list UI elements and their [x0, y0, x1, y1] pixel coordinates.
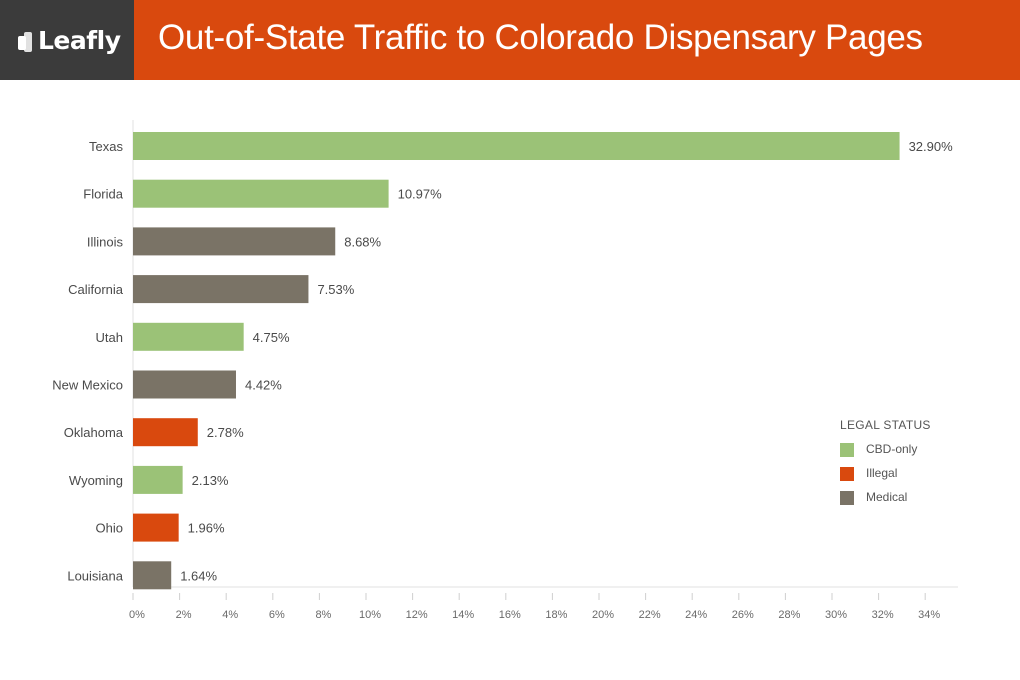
x-tick-label: 34% [918, 609, 940, 621]
x-tick-label: 0% [129, 609, 145, 621]
category-label: Texas [89, 139, 123, 154]
x-tick-label: 12% [406, 609, 428, 621]
category-label: Ohio [96, 521, 123, 536]
value-label: 32.90% [909, 139, 954, 154]
category-label: California [68, 282, 124, 297]
bar-louisiana [133, 561, 172, 590]
value-label: 2.78% [207, 425, 244, 440]
bar-texas [133, 132, 900, 160]
category-label: New Mexico [52, 378, 123, 393]
category-label: Louisiana [67, 568, 123, 583]
x-tick-label: 24% [685, 609, 707, 621]
x-tick-label: 32% [872, 609, 894, 621]
x-tick-label: 6% [269, 609, 285, 621]
legend-swatch [840, 467, 854, 481]
x-tick-label: 16% [499, 609, 521, 621]
logo: Leafly [38, 26, 121, 55]
category-label: Wyoming [69, 473, 123, 488]
category-label: Florida [83, 187, 124, 202]
x-tick-label: 2% [176, 609, 192, 621]
x-tick-label: 26% [732, 609, 754, 621]
category-label: Oklahoma [64, 425, 124, 440]
x-tick-label: 20% [592, 609, 614, 621]
bar-florida [133, 179, 389, 208]
x-tick-label: 30% [825, 609, 847, 621]
x-tick-label: 8% [315, 609, 331, 621]
bar-illinois [133, 227, 336, 256]
legend-label: Medical [866, 490, 908, 504]
bar-ohio [133, 513, 179, 542]
x-tick-label: 10% [359, 609, 381, 621]
x-tick-label: 14% [452, 609, 474, 621]
legend-label: CBD-only [866, 442, 918, 456]
x-tick-label: 18% [545, 609, 567, 621]
page-title: Out-of-State Traffic to Colorado Dispens… [158, 18, 923, 57]
title-bar: Out-of-State Traffic to Colorado Dispens… [134, 0, 1020, 80]
x-tick-label: 22% [639, 609, 661, 621]
x-tick-label: 4% [222, 609, 238, 621]
value-label: 2.13% [192, 473, 229, 488]
category-label: Utah [96, 330, 123, 345]
legend-swatch [840, 443, 854, 457]
value-label: 7.53% [317, 282, 354, 297]
value-label: 10.97% [398, 187, 443, 202]
bar-oklahoma [133, 418, 198, 447]
category-label: Illinois [87, 234, 124, 249]
leafly-logo-icon [18, 32, 32, 52]
bar-wyoming [133, 465, 183, 494]
legend-title: LEGAL STATUS [840, 418, 931, 432]
value-label: 4.75% [253, 330, 290, 345]
legend-swatch [840, 491, 854, 505]
x-tick-label: 28% [778, 609, 800, 621]
logo-area: Leafly [0, 0, 134, 80]
bar-new-mexico [133, 370, 236, 399]
value-label: 1.96% [188, 521, 225, 536]
value-label: 4.42% [245, 378, 282, 393]
value-label: 1.64% [180, 568, 217, 583]
header: Leafly Out-of-State Traffic to Colorado … [0, 0, 1020, 80]
value-label: 8.68% [344, 234, 381, 249]
bar-utah [133, 322, 244, 351]
bar-chart: 0% 2% 4% 6% 8% 10% 12% 14% 16% 18% 20% 22% 24% 26% 28%… [52, 120, 958, 621]
legend-label: Illegal [866, 466, 898, 480]
bar-california [133, 275, 309, 304]
